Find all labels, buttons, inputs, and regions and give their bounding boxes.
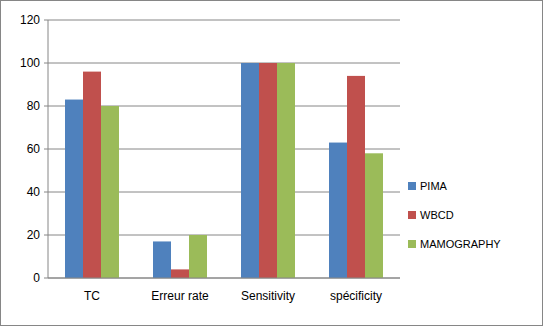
y-tick <box>44 278 48 279</box>
y-tick <box>44 149 48 150</box>
bar <box>83 72 101 278</box>
bar <box>347 76 365 278</box>
bar <box>171 269 189 278</box>
y-tick <box>44 235 48 236</box>
chart-container: 0 20 40 60 80 100 120 TC Erreur rate Sensitivity s… <box>0 0 543 326</box>
legend-swatch <box>408 182 416 190</box>
chart: 0 20 40 60 80 100 120 TC Erreur rate Sensitivity s… <box>0 0 543 326</box>
bar <box>329 143 347 278</box>
legend-label: MAMOGRAPHY <box>420 238 501 250</box>
bar <box>365 153 383 278</box>
y-tick <box>44 20 48 21</box>
y-tick-label: 0 <box>33 271 40 285</box>
bar <box>153 241 171 278</box>
bar <box>277 63 295 278</box>
chart-border <box>1 1 543 326</box>
y-tick-label: 120 <box>20 13 40 27</box>
y-tick-label: 60 <box>27 142 41 156</box>
grid-line <box>48 63 400 64</box>
grid-line <box>48 20 400 21</box>
x-tick-label: Sensitivity <box>241 289 295 303</box>
x-axis <box>48 278 400 279</box>
y-tick-label: 20 <box>27 228 41 242</box>
legend-label: WBCD <box>420 209 454 221</box>
y-tick-label: 100 <box>20 56 40 70</box>
x-tick-label: Erreur rate <box>151 289 209 303</box>
y-tick <box>44 106 48 107</box>
y-tick <box>44 192 48 193</box>
bar <box>259 63 277 278</box>
y-tick <box>44 63 48 64</box>
bar <box>189 235 207 278</box>
y-tick-label: 80 <box>27 99 41 113</box>
x-tick-label: spécificity <box>330 289 382 303</box>
legend-swatch <box>408 211 416 219</box>
bar <box>241 63 259 278</box>
bar <box>101 106 119 278</box>
legend-label: PIMA <box>420 180 448 192</box>
grid-line <box>48 278 400 279</box>
bar <box>65 100 83 278</box>
x-tick-label: TC <box>84 289 100 303</box>
legend-swatch <box>408 240 416 248</box>
y-tick-label: 40 <box>27 185 41 199</box>
bars <box>65 63 383 278</box>
